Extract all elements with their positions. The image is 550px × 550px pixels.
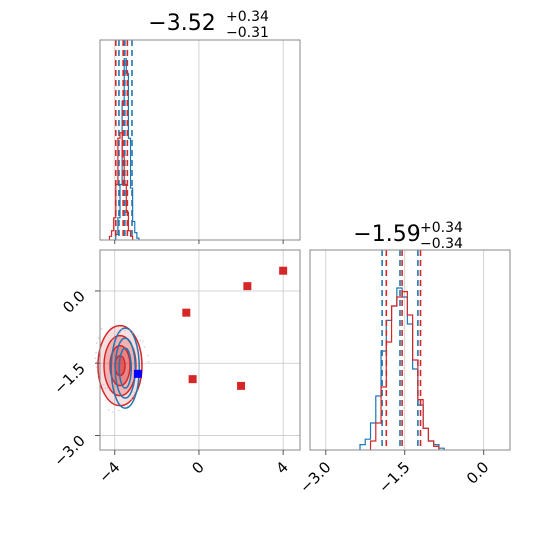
sample-dot-22 — [102, 383, 105, 386]
tick-label-x2-0: −3.0 — [296, 458, 334, 496]
sample-dot-1 — [104, 387, 107, 389]
sample-dot-27 — [108, 409, 110, 411]
tick-label-x1-2: 4 — [273, 458, 292, 477]
sample-dot-11 — [126, 404, 129, 407]
sample-dot-36 — [119, 331, 121, 334]
sample-dot-37 — [133, 391, 136, 394]
sample-dot-38 — [95, 361, 98, 363]
sample-dot-32 — [123, 406, 126, 408]
frame-hist-param1 — [99, 39, 301, 241]
contour-blue-0 — [110, 327, 141, 409]
title-param1-base: −3.52 — [148, 11, 215, 36]
sample-dot-26 — [143, 346, 146, 348]
sample-dot-12 — [95, 342, 98, 344]
sample-dot-15 — [116, 332, 119, 334]
contour-blue-2 — [118, 347, 133, 389]
sample-dot-25 — [95, 352, 97, 354]
sample-dot-4 — [94, 357, 96, 360]
sample-dot-16 — [135, 388, 138, 390]
sample-dot-6 — [111, 411, 114, 413]
marker-blue — [133, 369, 142, 378]
tick-label-y2-2: −3.0 — [50, 432, 88, 470]
sample-dot-5 — [141, 340, 144, 343]
sample-dot-13 — [147, 354, 149, 357]
title-param1: −3.52 — [148, 11, 215, 36]
contour-blue-1 — [114, 337, 137, 399]
histogram-param1-series-1 — [108, 132, 134, 240]
sample-dot-19 — [117, 409, 120, 412]
sample-dot-17 — [95, 366, 98, 369]
tick-label-x1-0: −4 — [95, 458, 123, 486]
marker-red-4 — [237, 381, 246, 390]
sample-dot-33 — [97, 337, 100, 339]
sample-dot-10 — [129, 329, 131, 332]
marker-red-1 — [243, 282, 252, 291]
panel-2d — [94, 249, 301, 455]
panel-hist-param1 — [99, 39, 301, 244]
panel-hist-param2 — [309, 249, 511, 455]
sample-dot-2 — [121, 329, 123, 331]
sample-dot-18 — [137, 335, 139, 337]
marker-red-0 — [182, 308, 191, 317]
marker-red-3 — [188, 375, 197, 384]
sample-dot-7 — [110, 338, 113, 340]
marker-red-2 — [279, 266, 288, 275]
sample-dot-23 — [123, 329, 126, 332]
sample-dot-29 — [136, 380, 139, 382]
sample-dot-24 — [130, 398, 133, 401]
tick-label-y2-0: 0.0 — [59, 287, 89, 317]
sample-dot-3 — [133, 395, 136, 398]
sample-dot-0 — [137, 364, 139, 367]
tick-label-x2-1: −1.5 — [375, 458, 413, 496]
sample-dot-34 — [147, 360, 150, 363]
title-param2-sup: +0.34 — [420, 220, 463, 236]
tick-label-y2-1: −1.5 — [50, 359, 88, 397]
tick-label-x1-1: 0 — [188, 458, 207, 477]
title-param1-sub: −0.31 — [226, 25, 269, 41]
frame-2d — [99, 249, 301, 451]
title-param2-base: −1.59 — [353, 222, 420, 247]
sample-dot-20 — [100, 327, 103, 330]
sample-dot-39 — [139, 339, 141, 342]
sample-dot-31 — [131, 332, 134, 334]
sample-dot-28 — [113, 336, 115, 339]
title-param2-sub: −0.34 — [420, 236, 463, 252]
frame-hist-param2 — [309, 249, 511, 451]
title-param1-sup: +0.34 — [226, 9, 269, 25]
histogram-param2-series-1 — [369, 291, 440, 450]
sample-dot-14 — [108, 389, 111, 391]
tick-label-x2-2: 0.0 — [463, 458, 493, 488]
sample-dot-35 — [106, 386, 109, 389]
